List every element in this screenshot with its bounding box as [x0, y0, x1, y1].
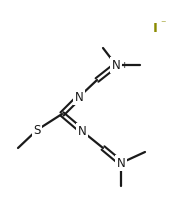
- Text: N: N: [75, 91, 83, 103]
- Text: S: S: [33, 123, 41, 137]
- Text: I: I: [153, 22, 157, 34]
- Text: +: +: [120, 61, 127, 70]
- Text: N: N: [117, 157, 125, 170]
- Text: ⁻: ⁻: [160, 19, 166, 29]
- Text: N: N: [112, 59, 120, 71]
- Text: N: N: [78, 125, 86, 137]
